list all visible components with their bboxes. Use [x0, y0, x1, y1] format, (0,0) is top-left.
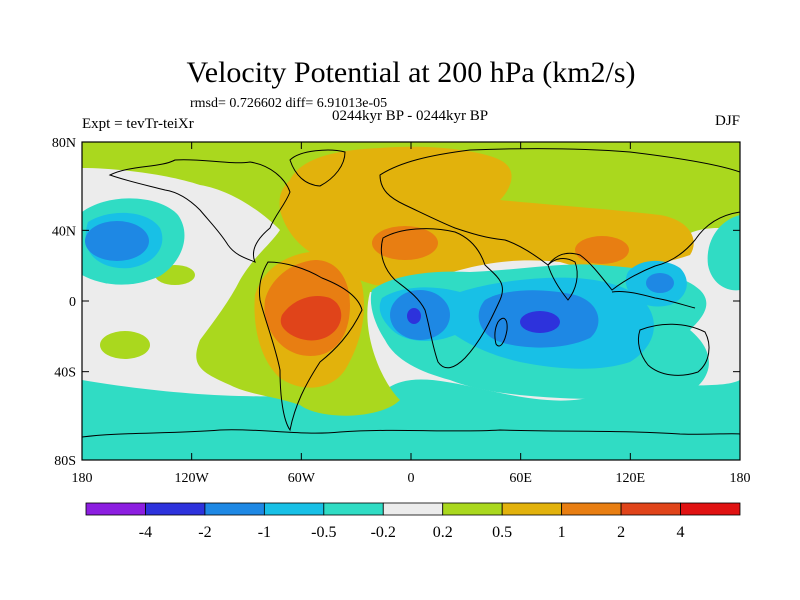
coastline-africa — [380, 228, 503, 369]
x-tick-label: 0 — [408, 471, 415, 486]
y-tick-label: 40N — [52, 224, 76, 239]
map-frame: 80N 40N 0 40S 80S 180 120W 60W 0 60E 120E 180 — [52, 136, 751, 486]
coastline-india — [547, 257, 578, 301]
dark-blue-indian-ocean-core — [520, 311, 560, 333]
y-tick-label: 80N — [52, 136, 76, 151]
colorbar-swatch — [204, 502, 265, 516]
coastline-south-america — [259, 261, 363, 432]
dark-orange-south-asia — [575, 236, 629, 264]
contour-field — [82, 142, 740, 460]
colorbar-label: -2 — [198, 524, 211, 541]
southern-teal-band — [82, 379, 740, 460]
coastline-north-america — [108, 159, 291, 263]
x-axis: 180 120W 60W 0 60E 120E 180 — [72, 142, 751, 486]
subtitle-left: Expt = tevTr-teiXr — [82, 116, 194, 132]
x-tick-label: 180 — [730, 471, 751, 486]
coastline-madagascar — [494, 317, 508, 347]
colorbar-swatch — [561, 502, 622, 516]
x-tick-label: 120W — [175, 471, 210, 486]
colorbar-swatch — [680, 502, 741, 516]
colorbar-label: 4 — [677, 524, 685, 541]
colorbar-label: -0.2 — [371, 524, 396, 541]
teal-west-pacific-edge — [707, 215, 740, 291]
positive-patch-south-pacific — [100, 331, 150, 359]
colorbar-swatch — [382, 502, 444, 516]
colorbar-swatch — [501, 502, 563, 516]
subtitle-center: 0244kyr BP - 0244kyr BP — [332, 108, 488, 124]
dark-blue-south-atlantic-core — [407, 308, 421, 324]
dark-orange-north-africa — [372, 226, 438, 260]
colorbar: -4 -2 -1 -0.5 -0.2 0.2 0.5 1 2 4 — [85, 502, 741, 541]
subtitle-right: DJF — [715, 113, 740, 129]
coastline-eurasia — [379, 148, 740, 291]
coastline-indonesia — [611, 291, 696, 309]
colorbar-label: 1 — [558, 524, 566, 541]
colorbar-swatch — [85, 502, 146, 516]
colorbar-label: 0.5 — [492, 524, 512, 541]
stats-line: rmsd= 0.726602 diff= 6.91013e-05 — [190, 96, 387, 111]
blue-maritime-continent — [646, 273, 674, 293]
colorbar-swatch — [145, 502, 206, 516]
colorbar-swatch — [620, 502, 681, 516]
colorbar-label: -1 — [258, 524, 271, 541]
x-tick-label: 60E — [509, 471, 532, 486]
y-axis: 80N 40N 0 40S 80S — [52, 136, 740, 469]
y-tick-label: 40S — [54, 366, 76, 381]
colorbar-label: 2 — [617, 524, 625, 541]
colorbar-swatch — [323, 502, 384, 516]
x-tick-label: 180 — [72, 471, 93, 486]
coastline-greenland — [289, 149, 346, 187]
coastline-australia — [637, 323, 710, 376]
blue-north-pacific — [85, 221, 149, 261]
y-tick-label: 0 — [69, 295, 76, 310]
colorbar-swatch — [263, 502, 325, 516]
x-tick-label: 60W — [288, 471, 316, 486]
colorbar-label: -0.5 — [311, 524, 336, 541]
coastline-antarctica — [82, 429, 740, 438]
colorbar-label: 0.2 — [433, 524, 453, 541]
plot-title: Velocity Potential at 200 hPa (km2/s) — [186, 56, 635, 89]
colorbar-swatch — [442, 502, 503, 516]
coastlines — [82, 148, 740, 438]
colorbar-label: -4 — [139, 524, 152, 541]
y-tick-label: 80S — [54, 454, 76, 469]
red-amazon-core — [280, 295, 342, 341]
x-tick-label: 120E — [616, 471, 646, 486]
